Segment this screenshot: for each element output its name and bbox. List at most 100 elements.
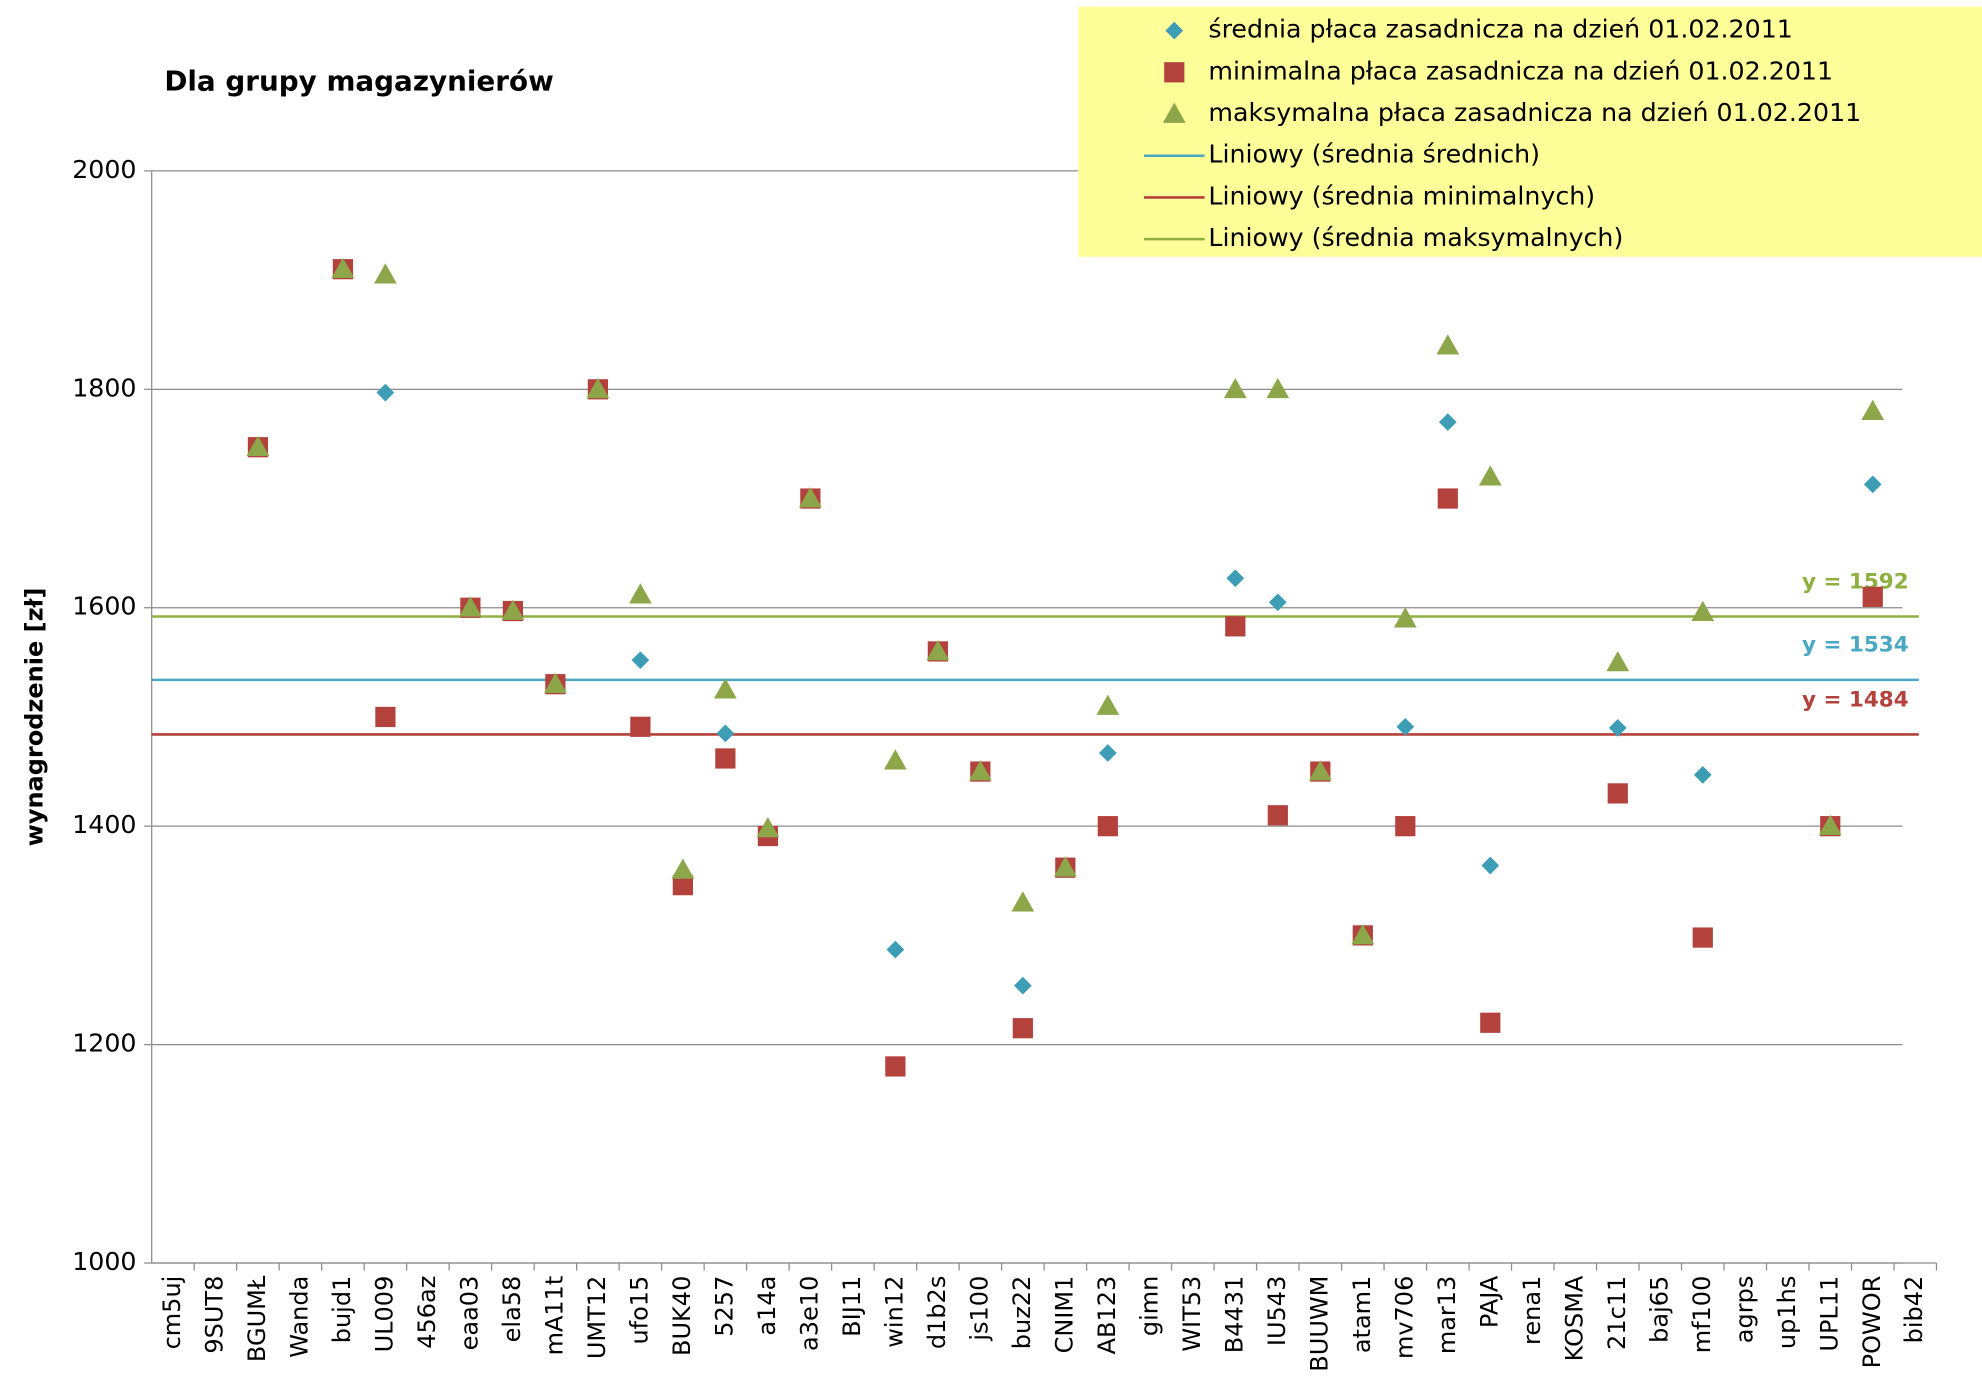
x-tick-label: mA11t <box>540 1276 568 1356</box>
point <box>1608 719 1627 737</box>
x-tick-label: B4431 <box>1220 1276 1248 1354</box>
point <box>1225 616 1246 637</box>
point <box>331 257 355 279</box>
point <box>715 748 736 769</box>
legend-label: Liniowy (średnia średnich) <box>1208 140 1540 169</box>
x-tick-label: a14a <box>753 1276 781 1336</box>
point <box>375 706 396 728</box>
x-tick-label: agrps <box>1730 1276 1758 1344</box>
trend-label: y = 1484 <box>1802 687 1909 712</box>
x-tick-label: mf100 <box>1688 1276 1716 1354</box>
point <box>1481 856 1500 875</box>
legend-label: Liniowy (średnia maksymalnych) <box>1208 223 1623 252</box>
point <box>1395 816 1416 837</box>
legend-marker <box>1164 62 1185 83</box>
y-tick-label: 1400 <box>72 810 136 839</box>
point <box>1012 1018 1033 1039</box>
x-tick-label: d1b2s <box>923 1276 951 1350</box>
point <box>1862 586 1883 607</box>
x-tick-label: IU543 <box>1263 1276 1291 1346</box>
point <box>544 672 567 694</box>
x-tick-label: AB123 <box>1093 1276 1121 1355</box>
x-tick-label: ela58 <box>498 1276 526 1343</box>
x-tick-label: mar13 <box>1433 1276 1461 1355</box>
point <box>798 487 822 508</box>
point <box>1478 465 1502 486</box>
point <box>1351 924 1375 945</box>
point <box>883 749 907 770</box>
x-tick-label: BGUMŁ <box>243 1275 271 1362</box>
y-tick-label: 1000 <box>72 1247 136 1276</box>
x-tick-label: buz22 <box>1008 1276 1036 1350</box>
legend-marker <box>1162 102 1186 123</box>
y-tick-label: 1600 <box>72 592 136 621</box>
point <box>586 377 610 399</box>
point <box>886 940 905 959</box>
point <box>1607 783 1628 804</box>
point <box>885 1056 906 1077</box>
x-tick-label: 456az <box>413 1276 441 1349</box>
point <box>1308 760 1332 781</box>
x-tick-label: win12 <box>880 1276 908 1348</box>
x-tick-label: rena1 <box>1518 1276 1546 1345</box>
y-tick-label: 1200 <box>72 1029 136 1058</box>
point <box>1818 814 1842 836</box>
x-tick-label: baj65 <box>1645 1276 1673 1343</box>
x-tick-label: CNIM1 <box>1050 1276 1078 1354</box>
point <box>1223 377 1247 399</box>
point <box>1226 569 1245 588</box>
legend-label: Liniowy (średnia minimalnych) <box>1208 181 1595 210</box>
x-tick-label: PAJA <box>1475 1275 1503 1328</box>
point <box>1436 334 1460 355</box>
point <box>1268 593 1287 612</box>
x-tick-label: UPL11 <box>1815 1276 1843 1352</box>
point <box>1098 744 1117 762</box>
point <box>1692 927 1713 948</box>
y-axis-label: wynagrodzenie [zł] <box>20 588 48 847</box>
point <box>1693 765 1712 784</box>
point <box>1396 717 1415 736</box>
x-tick-label: UL009 <box>370 1276 398 1353</box>
x-tick-label: Wanda <box>285 1276 313 1358</box>
point <box>629 583 652 604</box>
x-tick-label: bujd1 <box>328 1276 356 1344</box>
point <box>1861 399 1885 421</box>
x-tick-label: KOSMA <box>1560 1275 1588 1361</box>
point <box>671 858 695 879</box>
point <box>1438 413 1457 431</box>
x-tick-label: POWOR <box>1858 1276 1886 1369</box>
x-tick-label: 9SUT8 <box>200 1276 228 1354</box>
point <box>246 435 270 457</box>
x-tick-label: WIT53 <box>1178 1276 1206 1352</box>
x-tick-label: UMT12 <box>583 1276 611 1359</box>
x-tick-label: atam1 <box>1348 1276 1376 1353</box>
point <box>1863 475 1882 494</box>
point <box>716 724 735 743</box>
point <box>1606 650 1630 672</box>
x-tick-label: up1hs <box>1773 1276 1801 1349</box>
legend-label: minimalna płaca zasadnicza na dzień 01.0… <box>1208 56 1833 85</box>
legend-box <box>1078 6 1982 257</box>
point <box>1480 1012 1501 1033</box>
x-tick-label: gimn <box>1135 1276 1163 1337</box>
x-tick-label: js100 <box>965 1276 993 1342</box>
point <box>1096 694 1120 715</box>
point <box>376 383 395 402</box>
point <box>672 875 693 896</box>
x-tick-label: ufo15 <box>625 1276 653 1345</box>
trend-label: y = 1592 <box>1802 569 1909 594</box>
point <box>968 760 992 781</box>
x-tick-label: mv706 <box>1390 1276 1418 1359</box>
x-tick-label: eaa03 <box>455 1276 483 1351</box>
legend-label: średnia płaca zasadnicza na dzień 01.02.… <box>1208 15 1792 44</box>
point <box>459 596 482 617</box>
x-tick-label: 5257 <box>710 1276 738 1337</box>
point <box>1053 856 1077 877</box>
point <box>713 678 737 699</box>
x-tick-label: BUUWM <box>1305 1276 1333 1372</box>
point <box>501 599 525 620</box>
point <box>630 716 651 737</box>
x-tick-label: cm5uj <box>158 1276 186 1350</box>
x-tick-label: bib42 <box>1900 1276 1928 1344</box>
